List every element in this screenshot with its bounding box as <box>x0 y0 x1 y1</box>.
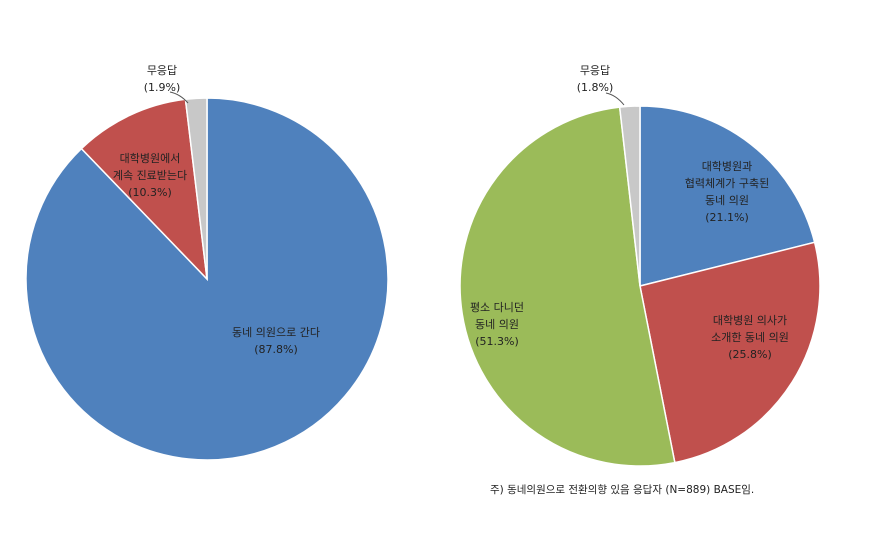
slice-label: 무응답 (1.8%) <box>577 64 614 94</box>
pie-slice <box>80 98 209 282</box>
slice-label: 대학병원에서 계속 진료받는다 (10.3%) <box>113 152 187 199</box>
pie-slice <box>184 97 208 280</box>
pie-chart-2: 대학병원과 협력체계가 구축된 동네 의원 (21.1%) 대학병원 의사가 소개한 동네… <box>459 64 821 467</box>
slice-label: 무응답 (1.9%) <box>144 64 181 94</box>
leader-line <box>605 92 625 106</box>
pie-slice <box>459 106 676 467</box>
slice-label: 대학병원과 협력체계가 구축된 동네 의원 (21.1%) <box>685 160 769 224</box>
footnote: 주) 동네의원으로 전환의향 있음 응답자 (N=889) BASE임. <box>490 484 755 496</box>
pie-slice <box>639 105 816 287</box>
slice-label: 대학병원 의사가 소개한 동네 의원 (25.8%) <box>711 314 789 361</box>
pie-slice <box>639 241 821 464</box>
leader-line <box>169 91 189 104</box>
pie-chart-1: 동네 의원으로 간다 (87.8%) 대학병원에서 계속 진료받는다 (10.3%) 무응… <box>25 64 389 461</box>
slice-label: 동네 의원으로 간다 (87.8%) <box>232 326 320 356</box>
pie-slice <box>618 105 641 287</box>
slice-label: 평소 다니던 동네 의원 (51.3%) <box>470 301 524 348</box>
